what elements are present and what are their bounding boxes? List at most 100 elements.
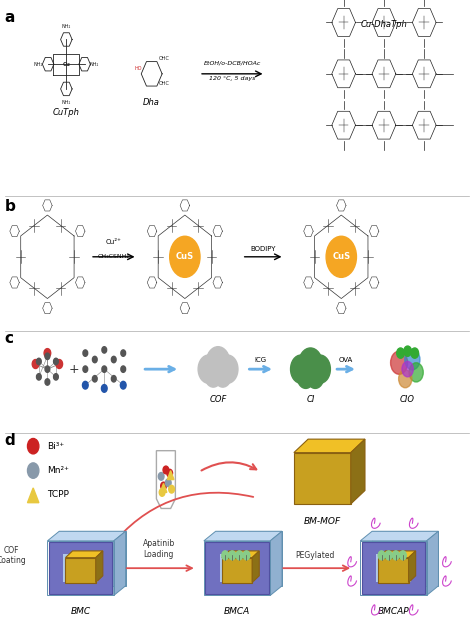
Text: CIO: CIO xyxy=(400,395,415,404)
Circle shape xyxy=(402,361,413,377)
Text: a: a xyxy=(5,10,15,24)
Polygon shape xyxy=(222,558,252,582)
Text: +: + xyxy=(68,363,79,376)
Circle shape xyxy=(385,551,392,560)
Text: CuS: CuS xyxy=(176,252,194,261)
Circle shape xyxy=(161,482,166,490)
Circle shape xyxy=(404,346,411,356)
Text: Dha: Dha xyxy=(143,98,160,107)
Circle shape xyxy=(111,376,116,382)
Circle shape xyxy=(83,350,88,356)
Circle shape xyxy=(92,356,97,363)
Circle shape xyxy=(167,469,173,477)
Polygon shape xyxy=(409,551,416,582)
Polygon shape xyxy=(49,542,112,594)
Text: b: b xyxy=(5,199,16,214)
Text: TCPP: TCPP xyxy=(47,490,69,499)
Polygon shape xyxy=(204,532,282,541)
Text: BM-MOF: BM-MOF xyxy=(304,517,341,526)
Circle shape xyxy=(121,350,126,356)
Polygon shape xyxy=(378,558,409,582)
Polygon shape xyxy=(376,554,411,582)
Text: OVA: OVA xyxy=(339,357,353,363)
Text: HO: HO xyxy=(134,65,142,71)
Polygon shape xyxy=(205,542,268,594)
Polygon shape xyxy=(427,532,438,596)
Circle shape xyxy=(45,379,50,385)
Circle shape xyxy=(82,381,88,389)
Text: EtOH/o-DCB/HOAc: EtOH/o-DCB/HOAc xyxy=(204,60,261,65)
Circle shape xyxy=(120,381,126,389)
Circle shape xyxy=(27,463,39,478)
Circle shape xyxy=(409,363,423,382)
Polygon shape xyxy=(252,551,259,582)
Circle shape xyxy=(102,347,107,353)
Circle shape xyxy=(45,353,50,360)
Circle shape xyxy=(400,551,406,560)
Polygon shape xyxy=(216,532,282,586)
Circle shape xyxy=(32,360,39,369)
Circle shape xyxy=(56,360,63,369)
Circle shape xyxy=(45,366,50,372)
Text: CI: CI xyxy=(306,395,315,404)
Polygon shape xyxy=(294,439,365,453)
Circle shape xyxy=(163,466,169,474)
Circle shape xyxy=(392,551,399,560)
Circle shape xyxy=(102,366,107,372)
Circle shape xyxy=(170,236,200,277)
Text: NH₂: NH₂ xyxy=(62,100,71,105)
Text: Cu-DhaTph: Cu-DhaTph xyxy=(361,20,407,29)
Text: Apatinib
Loading: Apatinib Loading xyxy=(143,539,175,559)
Text: NH₂: NH₂ xyxy=(62,24,71,28)
Polygon shape xyxy=(160,483,167,492)
Circle shape xyxy=(229,551,236,560)
Circle shape xyxy=(307,365,324,388)
Text: c: c xyxy=(5,331,14,345)
Circle shape xyxy=(299,348,322,380)
Circle shape xyxy=(36,374,41,380)
Circle shape xyxy=(405,349,420,370)
Circle shape xyxy=(54,358,58,365)
Circle shape xyxy=(92,376,97,382)
Circle shape xyxy=(214,364,231,387)
Circle shape xyxy=(378,551,385,560)
Circle shape xyxy=(121,366,126,372)
Circle shape xyxy=(326,236,356,277)
Circle shape xyxy=(206,347,230,379)
Circle shape xyxy=(397,348,404,358)
Text: OHC: OHC xyxy=(159,81,170,86)
Polygon shape xyxy=(372,532,438,586)
Text: Cu²⁺: Cu²⁺ xyxy=(106,239,122,245)
Circle shape xyxy=(236,551,243,560)
Circle shape xyxy=(222,551,228,560)
Polygon shape xyxy=(294,453,351,504)
Polygon shape xyxy=(362,542,425,594)
Text: ICG: ICG xyxy=(255,357,267,363)
Polygon shape xyxy=(65,558,96,582)
Text: NH₂: NH₂ xyxy=(34,62,43,67)
Polygon shape xyxy=(219,554,255,582)
Polygon shape xyxy=(351,439,365,504)
Circle shape xyxy=(243,551,250,560)
Text: 120 °C, 5 days: 120 °C, 5 days xyxy=(209,76,255,81)
Polygon shape xyxy=(63,554,98,582)
Polygon shape xyxy=(65,551,103,558)
Circle shape xyxy=(111,356,116,363)
Text: BODIPY: BODIPY xyxy=(250,246,276,252)
Circle shape xyxy=(399,370,412,388)
Polygon shape xyxy=(96,551,103,582)
Circle shape xyxy=(411,348,419,358)
Circle shape xyxy=(198,355,219,383)
Text: NH₂: NH₂ xyxy=(90,62,99,67)
Circle shape xyxy=(297,365,314,388)
Circle shape xyxy=(44,349,51,358)
Circle shape xyxy=(391,351,408,374)
Text: COF
Coating: COF Coating xyxy=(0,546,27,565)
Circle shape xyxy=(205,364,222,387)
Circle shape xyxy=(27,438,39,454)
Circle shape xyxy=(101,385,107,392)
Polygon shape xyxy=(360,532,438,541)
Polygon shape xyxy=(114,532,126,596)
Text: PEGylated: PEGylated xyxy=(295,551,335,560)
Text: BMCAP: BMCAP xyxy=(378,607,409,616)
